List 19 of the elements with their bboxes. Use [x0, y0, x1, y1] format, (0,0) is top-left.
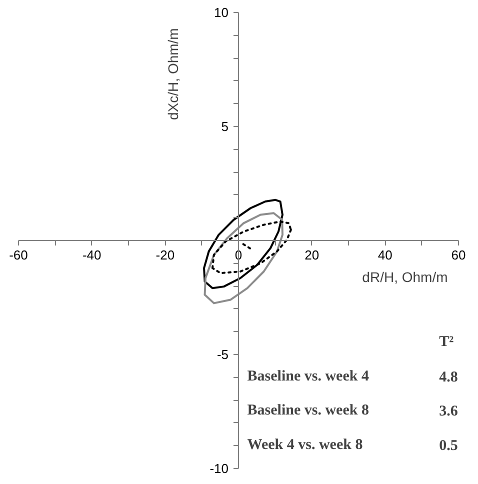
- annotation: Baseline vs. week 4: [247, 368, 370, 384]
- x-tick-label: -20: [156, 248, 175, 262]
- annotation: 4.8: [439, 369, 458, 386]
- y-tick-label: -10: [210, 461, 229, 476]
- y-tick-label: 5: [221, 119, 229, 134]
- y-tick-label: -5: [216, 347, 229, 362]
- annotation: 0.5: [439, 438, 458, 454]
- annotation: Week 4 vs. week 8: [247, 436, 363, 453]
- x-tick-label: 20: [304, 248, 320, 262]
- annotation: 3.6: [439, 404, 458, 420]
- annotation: Baseline vs. week 8: [247, 402, 369, 419]
- annotation: T²: [439, 334, 454, 350]
- y-axis-title: dXc/H, Ohm/m: [164, 28, 181, 120]
- x-axis-title: dR/H, Ohm/m: [362, 268, 448, 285]
- x-tick-label: -40: [82, 248, 102, 262]
- x-tick-label: 60: [451, 248, 466, 262]
- x-tick-label: 40: [378, 248, 392, 262]
- x-tick-label: -60: [9, 248, 28, 262]
- y-tick-label: 10: [214, 5, 229, 20]
